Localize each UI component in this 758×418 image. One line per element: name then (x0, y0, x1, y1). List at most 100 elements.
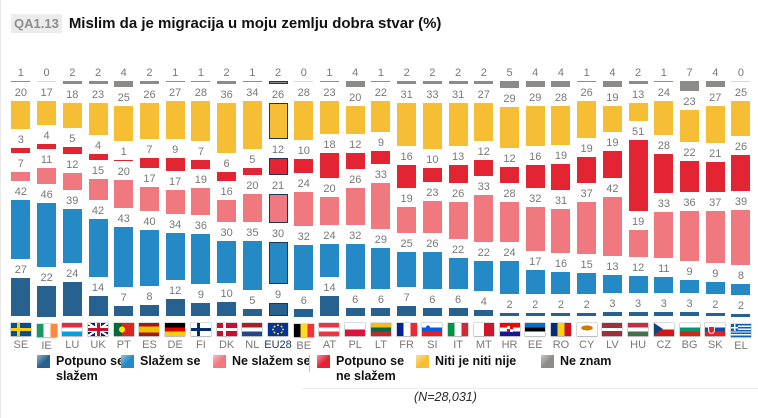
sk-neither-bar (705, 105, 725, 144)
nl-disagree-bar (242, 193, 262, 222)
hu-disagree-bar (628, 230, 648, 257)
se-neither-value: 20 (14, 87, 27, 100)
bg-strongly_agree-value: 3 (686, 297, 693, 310)
eu28-disagree-value: 21 (271, 179, 285, 192)
flag-fr-icon (396, 322, 417, 336)
cy-strongly_agree-value: 2 (583, 299, 590, 312)
lu-disagree-value: 12 (66, 158, 79, 171)
lv-agree-bar (602, 274, 622, 293)
at-strongly_disagree-value: 18 (323, 138, 336, 151)
nl-strongly_disagree-value: 5 (249, 153, 256, 166)
flag-dk-icon (216, 322, 237, 336)
si-strongly_agree-bar (422, 307, 442, 316)
strongly-disagree-swatch-icon (317, 355, 330, 368)
dk-strongly_agree-value: 10 (220, 287, 233, 300)
hu-neither-value: 13 (631, 88, 645, 101)
dk-agree-value: 30 (220, 226, 233, 239)
fr-disagree-value: 19 (400, 192, 413, 205)
be-disagree-value: 24 (297, 178, 310, 191)
lt-strongly_disagree-bar (371, 151, 391, 164)
cy-disagree-value: 37 (580, 188, 593, 201)
dk-agree-bar (217, 240, 237, 283)
fi-agree-bar (191, 233, 211, 285)
lu-strongly_agree-bar (62, 282, 82, 316)
lt-agree-value: 29 (374, 233, 388, 246)
country-label-pl: PL (348, 338, 362, 351)
sk-agree-bar (705, 281, 725, 295)
legend-item-neither: Niti je niti nije (416, 354, 516, 369)
be-agree-bar (294, 244, 314, 290)
sk-strongly_disagree-bar (705, 162, 725, 192)
si-agree-bar (422, 252, 442, 289)
dk-strongly_disagree-bar (217, 172, 237, 181)
hu-strongly_disagree-bar (628, 139, 648, 212)
es-agree-bar (139, 229, 159, 286)
fr-neither-bar (397, 102, 417, 147)
pt-dont_know-value: 4 (120, 67, 127, 79)
cy-neither-bar (577, 101, 597, 138)
lv-dont_know-value: 4 (609, 67, 616, 79)
country-label-eu28: EU28 (264, 338, 292, 351)
ee-strongly_disagree-bar (525, 165, 545, 188)
pl-agree-bar (345, 243, 365, 289)
flag-be-icon (293, 323, 314, 337)
country-label-lu: LU (65, 338, 80, 351)
ee-neither-value: 29 (529, 91, 542, 104)
neither-swatch-icon (416, 355, 429, 368)
lv-neither-bar (602, 105, 622, 133)
dk-neither-value: 36 (220, 88, 233, 101)
legend-label: Potpuno se ne slažem (336, 354, 405, 383)
flag-hu-icon (628, 322, 649, 336)
country-label-el: EL (734, 339, 748, 352)
mt-neither-bar (474, 102, 494, 141)
lv-strongly_disagree-value: 19 (606, 137, 619, 150)
pl-neither-bar (345, 105, 365, 134)
nl-agree-value: 35 (246, 226, 259, 239)
sk-disagree-value: 37 (709, 196, 722, 209)
fi-agree-value: 36 (194, 219, 208, 232)
at-neither-bar (319, 101, 339, 134)
country-column-ie: 0 17 4 11 46 22 IE (34, 62, 60, 352)
si-strongly_agree-value: 6 (429, 293, 436, 306)
fi-strongly_disagree-value: 7 (197, 145, 204, 158)
cz-strongly_disagree-value: 28 (657, 139, 670, 152)
it-strongly_disagree-value: 13 (451, 151, 465, 164)
legend-label: Potpuno se slažem (56, 354, 125, 383)
ie-disagree-value: 11 (40, 154, 53, 167)
bg-dont_know-bar (680, 81, 700, 91)
flag-cz-icon (653, 322, 674, 336)
eu28-strongly_disagree-value: 12 (271, 144, 285, 157)
cz-disagree-bar (654, 212, 674, 259)
pl-disagree-bar (345, 188, 365, 225)
country-column-dk: 2 36 6 16 30 10 DK (214, 62, 240, 352)
country-column-si: 2 33 10 23 26 6 SI (420, 62, 446, 352)
disagree-swatch-icon (213, 355, 226, 368)
lv-agree-value: 13 (606, 260, 619, 273)
country-column-de: 1 27 9 17 34 12 DE (162, 62, 188, 352)
fr-neither-value: 31 (400, 88, 413, 101)
lv-disagree-bar (602, 196, 622, 256)
country-column-pl: 4 20 12 26 32 6 PL (342, 62, 368, 352)
pl-strongly_disagree-bar (345, 152, 365, 170)
bg-dont_know-value: 7 (686, 67, 693, 79)
hr-dont_know-bar (500, 81, 520, 88)
ee-dont_know-bar (525, 81, 545, 87)
eu28-agree-value: 30 (271, 228, 285, 241)
lt-dont_know-bar (371, 81, 391, 83)
sk-strongly_agree-value: 2 (712, 299, 719, 312)
at-strongly_agree-bar (319, 296, 339, 316)
hr-neither-value: 29 (503, 93, 516, 105)
dont-know-swatch-icon (541, 355, 554, 368)
ie-strongly_agree-value: 22 (40, 272, 53, 285)
hu-disagree-value: 19 (631, 216, 645, 229)
pl-dont_know-value: 4 (352, 67, 359, 79)
ro-disagree-value: 31 (554, 195, 568, 208)
ie-dont_know-value: 0 (43, 67, 50, 79)
hr-strongly_agree-bar (500, 313, 520, 316)
fr-agree-value: 25 (400, 238, 413, 251)
country-label-ro: RO (552, 338, 570, 351)
bg-strongly_agree-bar (680, 311, 700, 316)
sk-disagree-bar (705, 210, 725, 263)
ie-strongly_disagree-value: 4 (43, 129, 50, 142)
flag-bg-icon (679, 322, 700, 336)
